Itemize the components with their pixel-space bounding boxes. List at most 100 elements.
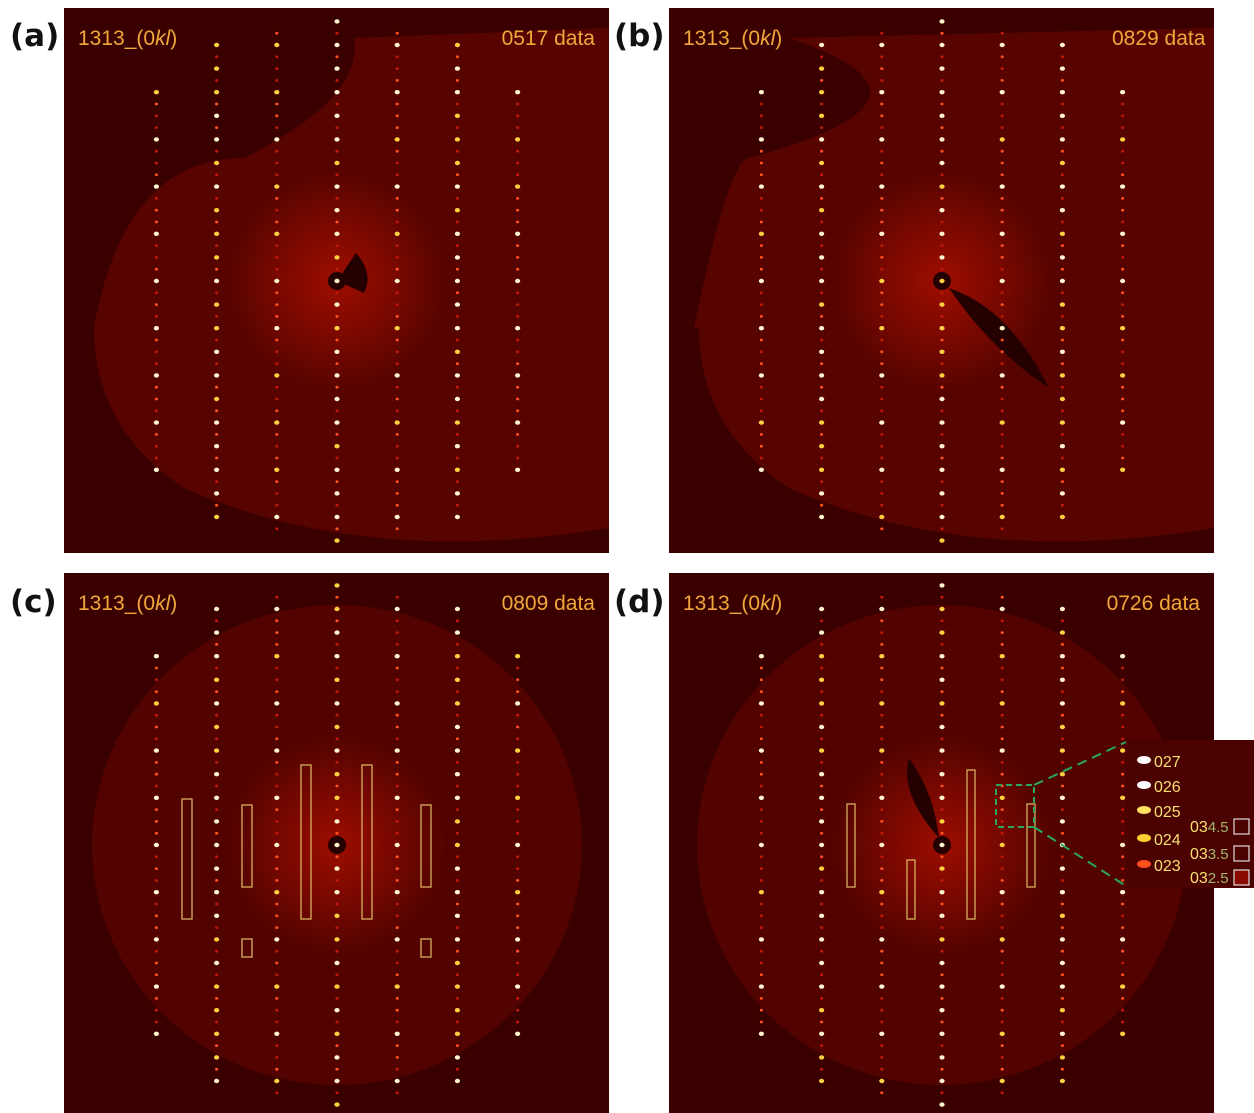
bragg-spot	[455, 315, 459, 318]
bragg-spot	[394, 90, 400, 95]
bragg-spot	[335, 973, 339, 977]
peak-prefix: 03	[1190, 819, 1208, 836]
bragg-spot	[939, 819, 945, 824]
bragg-spot	[395, 914, 399, 918]
bragg-spot	[819, 326, 825, 331]
half-peak-label: 034.5	[1190, 819, 1229, 836]
bragg-spot	[274, 1031, 280, 1036]
bragg-spot	[515, 701, 521, 706]
bragg-spot	[395, 79, 399, 82]
bragg-spot	[758, 184, 764, 189]
bragg-spot	[275, 315, 279, 318]
bragg-spot	[395, 820, 399, 823]
bragg-spot	[758, 842, 764, 848]
bragg-spot	[759, 173, 763, 177]
bragg-spot	[215, 737, 219, 741]
bragg-spot	[1120, 467, 1126, 472]
bragg-spot	[515, 654, 521, 659]
bragg-spot	[394, 984, 400, 989]
bragg-spot	[454, 255, 460, 260]
bragg-spot	[516, 291, 520, 295]
bragg-spot	[939, 184, 945, 189]
bragg-spot	[820, 643, 824, 646]
bragg-spot	[759, 267, 763, 271]
bragg-spot	[395, 737, 399, 741]
bragg-spot	[758, 748, 764, 753]
bragg-spot	[395, 267, 399, 271]
bragg-spot	[880, 79, 884, 82]
bragg-spot	[154, 362, 158, 365]
bragg-spot	[1121, 409, 1125, 413]
bragg-spot	[454, 606, 460, 612]
highlight-box	[420, 938, 432, 958]
bragg-spot	[274, 701, 280, 706]
bragg-spot	[880, 949, 884, 953]
bragg-spot	[154, 256, 158, 259]
bragg-spot	[395, 1067, 399, 1071]
bragg-spot	[275, 527, 279, 531]
bragg-spot	[1000, 315, 1004, 318]
bragg-spot	[819, 842, 825, 848]
bragg-spot	[1000, 256, 1004, 259]
bragg-spot	[819, 701, 825, 706]
bragg-spot	[395, 208, 399, 212]
bragg-spot	[1121, 879, 1125, 882]
bragg-spot	[940, 362, 944, 365]
bragg-spot	[880, 1008, 884, 1012]
bragg-spot	[516, 303, 520, 306]
peak-suffix: 4.5	[1208, 819, 1229, 836]
bragg-spot	[939, 748, 945, 753]
bragg-spot	[1120, 420, 1126, 425]
bragg-spot	[394, 937, 400, 942]
bragg-spot	[454, 113, 460, 119]
bragg-spot	[759, 149, 763, 153]
bragg-spot	[454, 396, 460, 402]
bragg-spot	[820, 385, 824, 389]
sample-italic: kl	[155, 592, 172, 615]
bragg-spot	[1060, 949, 1064, 953]
sample-label: 1313_(0kl)	[78, 27, 177, 50]
bragg-spot	[880, 867, 884, 870]
bragg-spot	[819, 444, 825, 449]
bragg-spot	[275, 385, 279, 389]
bragg-spot	[880, 961, 884, 965]
bragg-spot	[455, 338, 459, 342]
bragg-spot	[153, 937, 159, 942]
bragg-spot	[153, 701, 159, 706]
bragg-spot	[879, 90, 885, 95]
bragg-spot	[516, 902, 520, 906]
bragg-spot	[275, 102, 279, 106]
bragg-spot	[758, 890, 764, 895]
bragg-spot	[759, 220, 763, 224]
bragg-spot	[335, 761, 339, 764]
bragg-spot	[516, 102, 520, 106]
bragg-spot	[1120, 748, 1126, 753]
bragg-spot	[1060, 997, 1064, 1000]
bragg-spot	[820, 197, 824, 200]
sample-suffix: )	[170, 592, 177, 615]
bragg-spot	[154, 949, 158, 953]
bragg-spot	[515, 467, 521, 472]
bragg-spot	[758, 467, 764, 472]
bragg-spot	[274, 231, 280, 236]
bragg-spot	[395, 643, 399, 646]
bragg-spot	[758, 278, 764, 284]
bragg-spot	[1000, 208, 1004, 212]
bragg-spot	[275, 67, 279, 70]
bragg-spot	[1000, 737, 1004, 741]
bragg-spot	[819, 960, 825, 966]
bragg-spot	[880, 362, 884, 365]
bragg-spot	[275, 114, 279, 118]
bragg-spot	[455, 1044, 459, 1047]
bragg-spot	[455, 456, 459, 460]
bragg-spot	[1060, 503, 1064, 507]
panel-label: (d)	[614, 584, 665, 620]
bragg-spot	[335, 291, 339, 295]
bragg-spot	[940, 149, 944, 153]
bragg-spot	[516, 914, 520, 918]
bragg-spot	[455, 267, 459, 271]
bragg-spot	[395, 444, 399, 448]
bragg-spot	[1120, 278, 1126, 284]
bragg-spot	[1000, 291, 1004, 295]
bragg-spot	[275, 126, 279, 129]
